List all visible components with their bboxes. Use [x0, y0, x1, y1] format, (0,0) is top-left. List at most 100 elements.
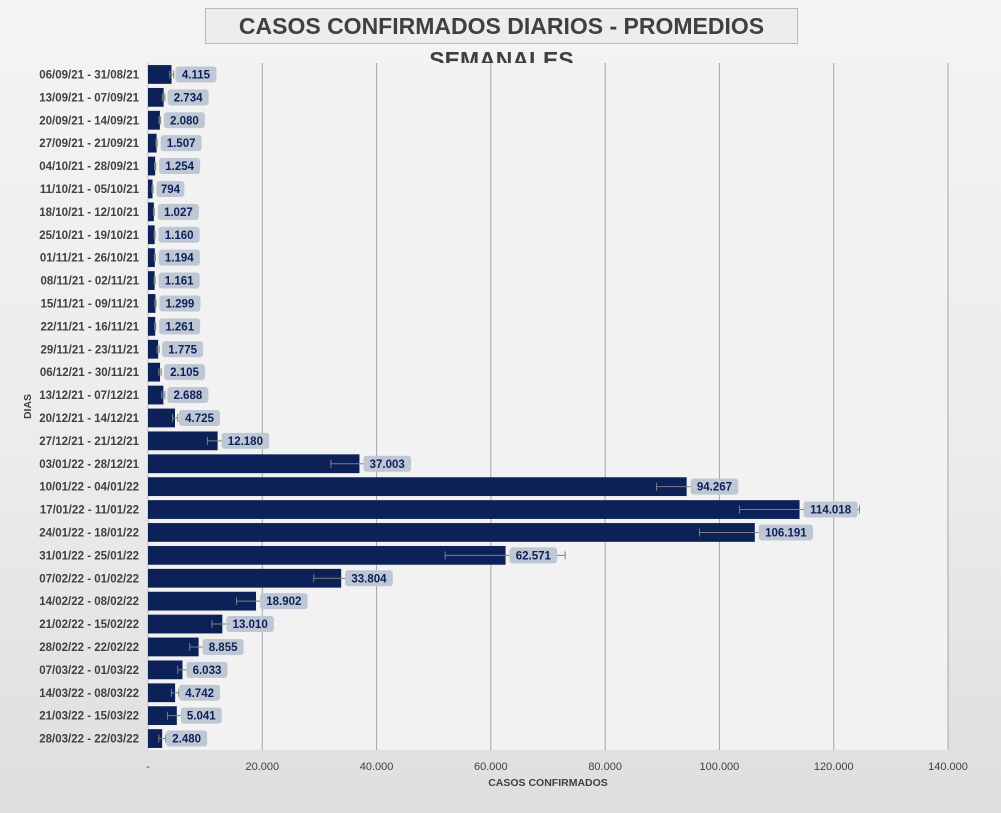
data-label-text: 1.160 [165, 230, 194, 242]
x-tick-label: 20.000 [245, 761, 279, 773]
data-label-text: 2.688 [173, 390, 202, 402]
data-label-text: 106.191 [765, 527, 807, 539]
error-bar [158, 368, 162, 377]
data-label-bg [162, 341, 204, 358]
x-tick-label: 60.000 [474, 761, 508, 773]
error-bar [154, 322, 157, 331]
data-label-bg [202, 638, 244, 655]
error-bar [152, 207, 155, 216]
data-label-text: 1.194 [165, 253, 194, 265]
category-label: 13/12/21 - 07/12/21 [39, 390, 139, 402]
category-label: 24/01/22 - 18/01/22 [39, 527, 139, 539]
data-label: 1.507 [160, 135, 202, 152]
bar [148, 431, 218, 451]
data-label-text: 6.033 [193, 665, 222, 677]
bar [148, 683, 176, 703]
data-label-text: 1.507 [167, 138, 196, 150]
data-label: 106.191 [758, 524, 814, 541]
bar [148, 568, 342, 588]
y-axis-labels: 06/09/21 - 31/08/21 13/09/21 - 07/09/21 20… [39, 69, 139, 745]
data-label: 4.725 [179, 409, 220, 426]
data-label-bg [158, 249, 200, 266]
bar [148, 706, 177, 726]
data-label-text: 18.902 [266, 596, 301, 608]
error-bar [153, 253, 156, 262]
x-tick-label: 100.000 [700, 761, 740, 773]
data-label: 2.105 [164, 364, 206, 381]
data-label-text: 8.855 [209, 642, 238, 654]
error-bar [170, 688, 180, 697]
data-label-text: 1.299 [166, 298, 195, 310]
error-bar [153, 276, 156, 285]
data-label-bg [260, 593, 308, 610]
bar [148, 385, 164, 405]
data-label-bg [758, 524, 814, 541]
data-label-text: 114.018 [810, 505, 852, 517]
data-label-text: 1.775 [168, 344, 197, 356]
data-label: 12.180 [221, 432, 270, 449]
data-label: 2.734 [167, 89, 209, 106]
x-tick-label: 40.000 [360, 761, 394, 773]
data-label: 94.267 [690, 478, 739, 495]
data-label-text: 94.267 [697, 482, 732, 494]
bar [148, 362, 161, 382]
x-tick-label: 80.000 [588, 761, 622, 773]
data-label-text: 4.725 [185, 413, 214, 425]
data-label-bg [160, 135, 202, 152]
bar [148, 179, 153, 199]
data-label: 1.261 [159, 318, 201, 335]
x-tick-label: 140.000 [928, 761, 968, 773]
category-label: 29/11/21 - 23/11/21 [41, 344, 140, 356]
category-label: 31/01/22 - 25/01/22 [39, 550, 139, 562]
gridlines [147, 63, 949, 750]
error-bar [158, 116, 162, 125]
data-label-bg [179, 684, 221, 701]
data-label-bg [159, 295, 201, 312]
x-tick-label: - [146, 761, 150, 773]
data-label-text: 13.010 [233, 619, 268, 631]
x-axis-ticks: - 20.000 40.000 60.000 80.000 100.000 120.000 1… [146, 761, 968, 773]
data-label: 1.775 [162, 341, 204, 358]
bar [148, 225, 155, 245]
data-label-text: 2.105 [170, 367, 199, 379]
plot-area [148, 63, 948, 750]
data-label-text: 4.742 [185, 688, 214, 700]
error-bar [156, 345, 160, 354]
category-label: 18/10/21 - 12/10/21 [39, 207, 139, 219]
bar [148, 729, 163, 748]
data-label: 1.254 [159, 158, 201, 175]
data-label-bg [803, 501, 858, 518]
data-label-bg [167, 89, 209, 106]
data-label-text: 33.804 [351, 573, 387, 585]
data-label-bg [166, 730, 208, 747]
data-label-bg [175, 66, 217, 83]
bar [148, 545, 506, 565]
data-label-bg [157, 203, 199, 220]
category-label: 20/12/21 - 14/12/21 [39, 413, 139, 425]
data-label: 18.902 [260, 593, 308, 610]
data-label-bg [690, 478, 739, 495]
data-label: 2.688 [167, 387, 209, 404]
error-bar [155, 139, 158, 148]
data-label: 1.027 [157, 203, 199, 220]
data-label-bg [509, 547, 558, 564]
category-label: 01/11/21 - 26/10/21 [40, 253, 140, 265]
error-bar [154, 299, 157, 308]
data-label-text: 1.254 [165, 161, 194, 173]
category-label: 03/01/22 - 28/12/21 [39, 459, 139, 471]
category-label: 13/09/21 - 07/09/21 [39, 92, 139, 104]
data-labels: 4.115 2.734 2.080 1.507 1.254 794 1.027 1.160 1.… [156, 66, 858, 747]
data-label: 8.855 [202, 638, 244, 655]
data-label-bg [186, 661, 228, 678]
data-label-bg [363, 455, 412, 472]
bar [148, 500, 800, 519]
category-label: 14/02/22 - 08/02/22 [39, 596, 139, 608]
bar [148, 202, 154, 222]
data-label-bg [159, 158, 201, 175]
bar [148, 660, 183, 680]
category-label: 20/09/21 - 14/09/21 [39, 115, 139, 127]
bar [148, 316, 156, 336]
bar [148, 454, 360, 474]
data-label: 13.010 [226, 616, 274, 633]
error-bar [158, 734, 167, 743]
